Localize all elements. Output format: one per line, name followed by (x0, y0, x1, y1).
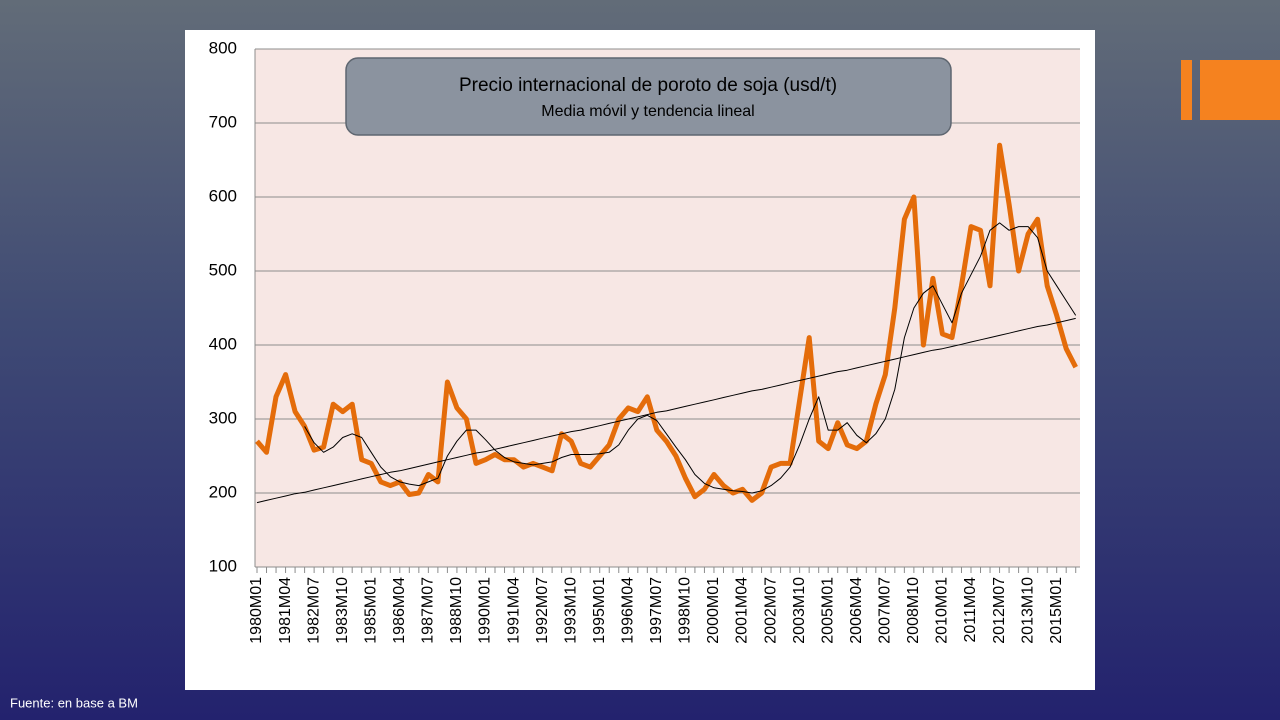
decoration-bar (1181, 60, 1192, 120)
y-tick-label: 600 (209, 186, 237, 205)
y-tick-label: 100 (209, 556, 237, 575)
chart-title: Precio internacional de poroto de soja (… (459, 75, 837, 96)
x-tick-label: 1982M07 (305, 577, 322, 644)
y-tick-label: 700 (209, 112, 237, 131)
x-tick-label: 1998M10 (677, 577, 694, 644)
x-tick-label: 2013M10 (1019, 577, 1036, 644)
title-box (345, 57, 952, 136)
x-tick-label: 1988M10 (448, 577, 465, 644)
x-tick-label: 2003M10 (791, 577, 808, 644)
x-tick-label: 2010M01 (934, 577, 951, 644)
series-line (304, 222, 1077, 494)
x-tick-label: 2012M07 (991, 577, 1008, 644)
x-tick-label: 1980M01 (248, 577, 265, 644)
x-tick-label: 1993M10 (562, 577, 579, 644)
x-tick-label: 1987M07 (420, 577, 437, 644)
x-tick-label: 1996M04 (619, 577, 636, 644)
x-tick-label: 1997M07 (648, 577, 665, 644)
y-tick-label: 500 (209, 260, 237, 279)
decoration-block (1200, 60, 1280, 120)
x-tick-label: 1985M01 (362, 577, 379, 644)
y-tick-label: 200 (209, 482, 237, 501)
x-tick-label: 2000M01 (705, 577, 722, 644)
x-tick-label: 1995M01 (591, 577, 608, 644)
x-tick-label: 1986M04 (391, 577, 408, 644)
x-tick-label: 1983M10 (334, 577, 351, 644)
x-tick-label: 1981M04 (277, 577, 294, 644)
x-tick-label: 1992M07 (534, 577, 551, 644)
x-tick-label: 2002M07 (762, 577, 779, 644)
x-tick-label: 1990M01 (477, 577, 494, 644)
series-line (256, 317, 1076, 504)
x-tick-label: 2005M01 (819, 577, 836, 644)
y-tick-label: 300 (209, 408, 237, 427)
y-tick-label: 800 (209, 38, 237, 57)
x-tick-label: 2006M04 (848, 577, 865, 644)
series-line (255, 142, 1078, 503)
x-tick-label: 2007M07 (877, 577, 894, 644)
x-tick-label: 2008M10 (905, 577, 922, 644)
chart-subtitle: Media móvil y tendencia lineal (541, 103, 754, 120)
source-note: Fuente: en base a BM (10, 695, 138, 710)
x-tick-label: 2015M01 (1048, 577, 1065, 644)
y-tick-label: 400 (209, 334, 237, 353)
x-tick-label: 1991M04 (505, 577, 522, 644)
x-tick-label: 2011M04 (962, 577, 979, 643)
x-tick-label: 2001M04 (734, 577, 751, 644)
